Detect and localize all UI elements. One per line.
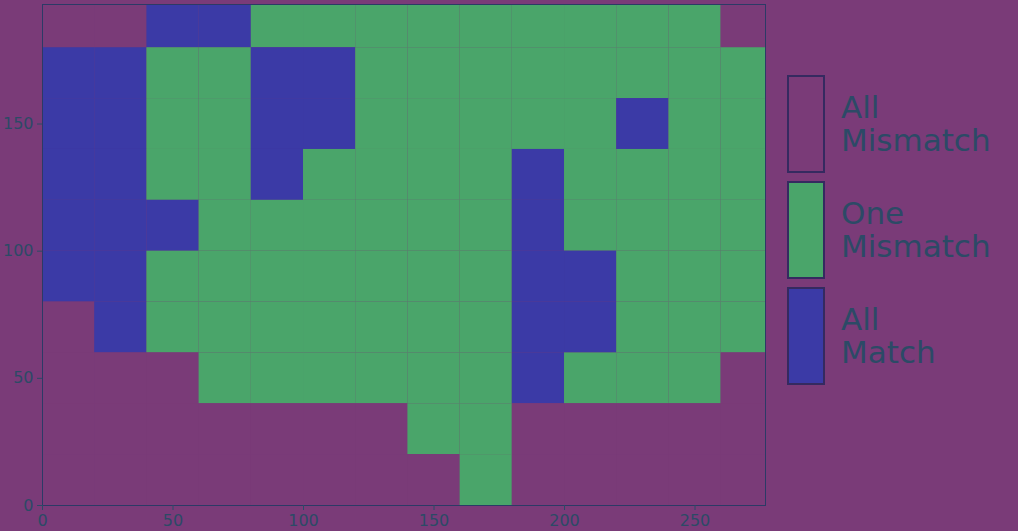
svg-text:150: 150 (419, 511, 450, 530)
svg-text:250: 250 (680, 511, 711, 530)
html-text:Match: Match (841, 334, 936, 370)
html-text:All: All (841, 89, 880, 126)
html-text:All: All (841, 301, 880, 338)
html-text:Mismatch: Mismatch (841, 228, 991, 264)
svg-text:100: 100 (288, 511, 319, 530)
svg-text:100: 100 (3, 241, 34, 260)
svg-text:150: 150 (3, 114, 34, 133)
svg-text:50: 50 (163, 511, 183, 530)
html-text:Mismatch: Mismatch (841, 122, 991, 158)
svg-text:0: 0 (23, 496, 33, 515)
svg-text:200: 200 (549, 511, 580, 530)
svg-text:50: 50 (13, 368, 33, 387)
html-text:One: One (841, 195, 905, 232)
svg-text:0: 0 (37, 511, 47, 530)
